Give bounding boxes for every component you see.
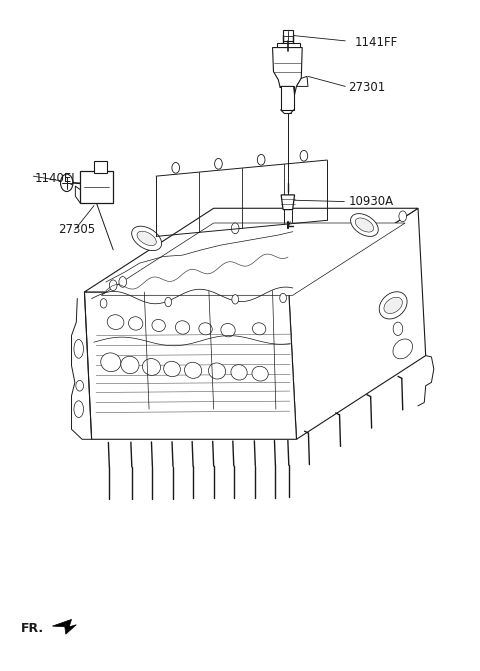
Circle shape [280, 293, 287, 303]
Ellipse shape [208, 363, 226, 379]
Ellipse shape [74, 340, 84, 358]
Circle shape [231, 223, 239, 234]
Circle shape [232, 295, 239, 304]
Bar [283, 30, 293, 41]
Ellipse shape [137, 231, 156, 246]
Polygon shape [101, 223, 405, 295]
Ellipse shape [350, 213, 378, 236]
Ellipse shape [184, 362, 202, 378]
Ellipse shape [252, 323, 266, 335]
Ellipse shape [143, 358, 160, 375]
Ellipse shape [129, 317, 143, 330]
Text: 10930A: 10930A [349, 195, 394, 208]
Text: 1141FF: 1141FF [355, 36, 398, 49]
Polygon shape [297, 76, 308, 87]
Circle shape [172, 162, 180, 173]
Polygon shape [273, 48, 302, 95]
Circle shape [393, 322, 403, 336]
Bar [94, 161, 108, 173]
Circle shape [399, 211, 407, 221]
Circle shape [109, 280, 117, 291]
Circle shape [257, 154, 265, 165]
Polygon shape [84, 292, 297, 440]
Ellipse shape [231, 364, 247, 380]
Ellipse shape [121, 356, 139, 374]
Circle shape [100, 299, 107, 308]
Ellipse shape [101, 353, 121, 372]
Ellipse shape [199, 323, 212, 335]
Circle shape [119, 276, 127, 287]
Circle shape [215, 158, 222, 169]
Text: 27301: 27301 [348, 81, 385, 94]
Ellipse shape [74, 401, 84, 417]
Circle shape [60, 174, 73, 191]
Bar [277, 43, 300, 63]
Circle shape [300, 150, 308, 161]
Polygon shape [52, 619, 76, 634]
Ellipse shape [379, 292, 407, 319]
Ellipse shape [252, 366, 268, 381]
Ellipse shape [393, 339, 412, 359]
Ellipse shape [152, 319, 165, 331]
Polygon shape [281, 195, 295, 209]
Text: FR.: FR. [21, 622, 44, 635]
Text: 27305: 27305 [58, 223, 95, 236]
Polygon shape [84, 208, 418, 292]
Circle shape [76, 380, 84, 391]
Ellipse shape [164, 361, 180, 376]
Ellipse shape [132, 226, 162, 250]
Ellipse shape [355, 218, 373, 232]
Ellipse shape [175, 321, 190, 334]
Bar [80, 171, 113, 203]
Polygon shape [289, 208, 426, 440]
Ellipse shape [384, 297, 402, 313]
Text: 1140EJ: 1140EJ [35, 172, 76, 185]
Ellipse shape [107, 315, 124, 329]
Ellipse shape [221, 323, 235, 337]
Circle shape [165, 297, 171, 307]
